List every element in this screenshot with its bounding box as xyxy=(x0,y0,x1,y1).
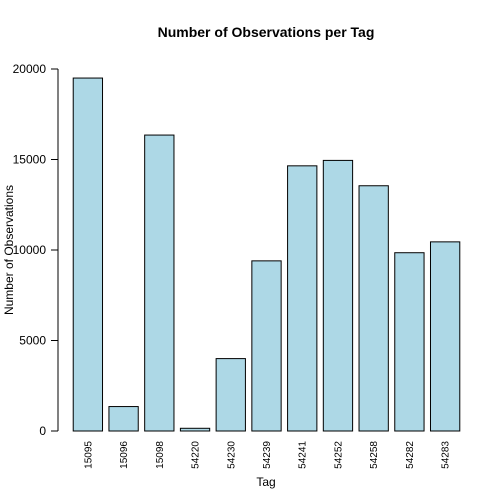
x-tick-label: 54258 xyxy=(369,441,380,469)
bar-54252 xyxy=(322,159,354,432)
y-tick-label: 0 xyxy=(39,424,46,438)
x-tick-labels: 15095 15096 15098 54220 54230 54239 54241 54252… xyxy=(83,441,451,469)
chart-title: Number of Observations per Tag xyxy=(158,24,375,40)
x-tick-label: 54283 xyxy=(441,441,452,469)
x-tick-label: 15096 xyxy=(119,441,130,469)
x-tick-label: 15098 xyxy=(155,441,166,469)
x-tick-label: 54239 xyxy=(262,441,273,469)
bar-54283 xyxy=(429,241,461,432)
bar-54239 xyxy=(251,260,282,432)
bar-15096 xyxy=(108,406,139,432)
x-axis-label: Tag xyxy=(256,475,275,489)
bar-54258 xyxy=(358,185,389,432)
x-tick-label: 54252 xyxy=(333,441,344,469)
x-tick-label: 15095 xyxy=(83,441,94,469)
y-axis-label: Number of Observations xyxy=(2,185,16,315)
bar-54230 xyxy=(215,358,246,432)
bar-15095 xyxy=(72,77,104,432)
bar-54241 xyxy=(287,165,318,432)
x-tick-label: 54220 xyxy=(191,441,202,469)
bars xyxy=(72,77,461,432)
y-tick-label: 20000 xyxy=(13,62,47,76)
y-tick-label: 15000 xyxy=(13,153,47,167)
bar-15098 xyxy=(144,134,175,432)
x-tick-label: 54230 xyxy=(226,441,237,469)
y-tick-label: 10000 xyxy=(13,243,47,257)
bar-54282 xyxy=(394,252,425,432)
y-tick-label: 5000 xyxy=(19,334,46,348)
y-axis: 0 5000 10000 15000 20000 xyxy=(13,62,59,438)
x-tick-label: 54241 xyxy=(298,441,309,469)
x-tick-label: 54282 xyxy=(405,441,416,469)
bar-54220 xyxy=(179,427,211,432)
